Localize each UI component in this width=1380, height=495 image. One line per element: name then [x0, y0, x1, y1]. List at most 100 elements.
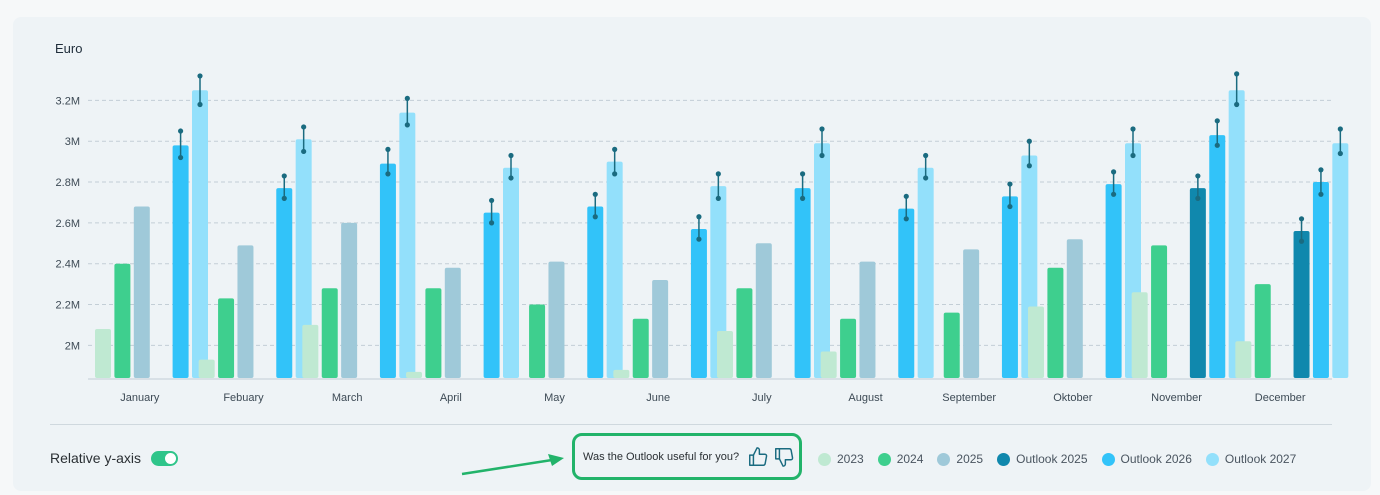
error-cap-high: [1298, 216, 1305, 222]
legend-item-outlook-2025[interactable]: Outlook 2025: [997, 452, 1088, 466]
x-tick-label: March: [332, 392, 363, 404]
error-cap-high: [1318, 167, 1324, 173]
bar-outlook-2026-may[interactable]: [587, 206, 604, 378]
bar-2023-july[interactable]: [717, 331, 733, 378]
legend-item-2024[interactable]: 2024: [877, 452, 923, 466]
bar-outlook-2026-febuary[interactable]: [276, 188, 293, 378]
bar-outlook-2026-december[interactable]: [1312, 182, 1329, 378]
bar-outlook-2026-september[interactable]: [1001, 196, 1018, 378]
error-cap-low: [281, 195, 287, 201]
bar-outlook-2026-oktober[interactable]: [1105, 184, 1122, 378]
bar-2023-august[interactable]: [820, 351, 837, 378]
error-cap-low: [1026, 163, 1032, 169]
bar-2023-febuary[interactable]: [198, 359, 215, 378]
y-tick-label: 3M: [65, 136, 80, 148]
error-cap-high: [1130, 126, 1136, 132]
legend-item-outlook-2027[interactable]: Outlook 2027: [1205, 452, 1296, 466]
bar-2025-may[interactable]: [548, 261, 565, 378]
bar-2024-june[interactable]: [632, 318, 649, 378]
bar-outlook-2027-april[interactable]: [503, 167, 519, 378]
error-cap-high: [1111, 169, 1117, 175]
bar-2024-july[interactable]: [736, 288, 753, 378]
legend-dot-outlook-2025: [997, 452, 1011, 466]
bar-2023-april[interactable]: [406, 371, 422, 378]
legend-item-outlook-2026[interactable]: Outlook 2026: [1101, 452, 1192, 466]
error-cap-high: [800, 171, 806, 177]
bar-outlook-2027-july[interactable]: [814, 143, 830, 378]
error-cap-low: [1111, 191, 1117, 197]
legend-item-2025[interactable]: 2025: [937, 452, 983, 466]
bar-2025-september[interactable]: [963, 249, 980, 378]
bar-2023-january[interactable]: [95, 329, 111, 378]
bar-outlook-2027-november[interactable]: [1228, 90, 1245, 379]
bar-2025-march[interactable]: [341, 222, 358, 378]
feedback-box: Was the Outlook useful for you?: [572, 433, 802, 480]
legend-label-2023: 2023: [837, 452, 864, 466]
bar-outlook-2025-november[interactable]: [1189, 188, 1206, 378]
bar-2025-july[interactable]: [755, 243, 772, 378]
error-cap-high: [281, 173, 287, 179]
x-tick-label: April: [440, 392, 462, 404]
bar-2023-november[interactable]: [1131, 292, 1148, 378]
bar-outlook-2027-january[interactable]: [192, 90, 208, 379]
error-cap-low: [1007, 203, 1013, 210]
bar-2023-march[interactable]: [302, 324, 319, 378]
legend-dot-2023: [818, 452, 831, 466]
error-cap-low: [819, 152, 825, 159]
bar-outlook-2026-april[interactable]: [483, 212, 500, 378]
legend-dot-2025: [937, 452, 951, 466]
bar-outlook-2026-november[interactable]: [1209, 135, 1226, 378]
bar-outlook-2027-march[interactable]: [399, 112, 416, 378]
feedback-question: Was the Outlook useful for you?: [583, 450, 740, 463]
bar-2024-oktober[interactable]: [1047, 267, 1064, 378]
bar-outlook-2027-december[interactable]: [1332, 143, 1349, 378]
y-tick-label: 2.6M: [56, 218, 80, 230]
bar-2025-oktober[interactable]: [1066, 239, 1083, 378]
legend-dot-2024: [877, 452, 891, 466]
y-axis-title: Euro: [55, 41, 82, 56]
error-cap-high: [301, 124, 307, 130]
bar-2024-may[interactable]: [529, 304, 546, 378]
x-tick-label: June: [646, 392, 670, 404]
error-cap-high: [197, 73, 203, 79]
relative-y-axis-toggle[interactable]: [151, 450, 179, 466]
bar-outlook-2026-june[interactable]: [690, 229, 707, 378]
bar-2024-april[interactable]: [425, 288, 442, 378]
bar-2024-january[interactable]: [114, 263, 131, 378]
bar-outlook-2025-december[interactable]: [1293, 231, 1310, 378]
bar-2024-march[interactable]: [321, 288, 338, 378]
bar-2025-febuary[interactable]: [237, 245, 254, 378]
bar-outlook-2027-june[interactable]: [710, 186, 727, 378]
error-cap-low: [1130, 152, 1136, 159]
error-cap-low: [1234, 101, 1240, 108]
bar-2023-june[interactable]: [613, 369, 630, 378]
bar-2023-december[interactable]: [1235, 341, 1252, 378]
bar-outlook-2026-march[interactable]: [379, 163, 396, 378]
bar-2025-april[interactable]: [444, 267, 461, 378]
error-cap-high: [178, 128, 184, 134]
bar-2024-september[interactable]: [943, 312, 960, 378]
bar-outlook-2026-january[interactable]: [172, 145, 189, 378]
bar-outlook-2026-july[interactable]: [794, 188, 811, 378]
bar-outlook-2027-may[interactable]: [606, 161, 623, 378]
bar-2024-febuary[interactable]: [218, 298, 235, 378]
error-cap-high: [592, 191, 598, 197]
x-tick-label: August: [848, 392, 882, 404]
thumbs-up-button[interactable]: [747, 446, 769, 468]
bar-outlook-2027-august[interactable]: [917, 167, 934, 378]
x-tick-label: December: [1255, 392, 1306, 404]
error-cap-high: [1195, 173, 1201, 179]
error-cap-high: [1026, 138, 1032, 144]
thumbs-down-button[interactable]: [773, 446, 795, 468]
legend-item-2023[interactable]: 2023: [818, 452, 864, 466]
bar-2025-january[interactable]: [133, 206, 150, 378]
bar-2024-august[interactable]: [840, 318, 857, 378]
bar-outlook-2027-febuary[interactable]: [295, 139, 312, 378]
bar-2023-oktober[interactable]: [1028, 306, 1044, 378]
thumbs-down-icon: [775, 447, 794, 467]
bar-2025-august[interactable]: [859, 261, 876, 378]
bar-2024-november[interactable]: [1151, 245, 1168, 378]
bar-2024-december[interactable]: [1254, 284, 1271, 378]
bar-outlook-2026-august[interactable]: [898, 208, 915, 378]
bar-2025-june[interactable]: [652, 280, 669, 378]
